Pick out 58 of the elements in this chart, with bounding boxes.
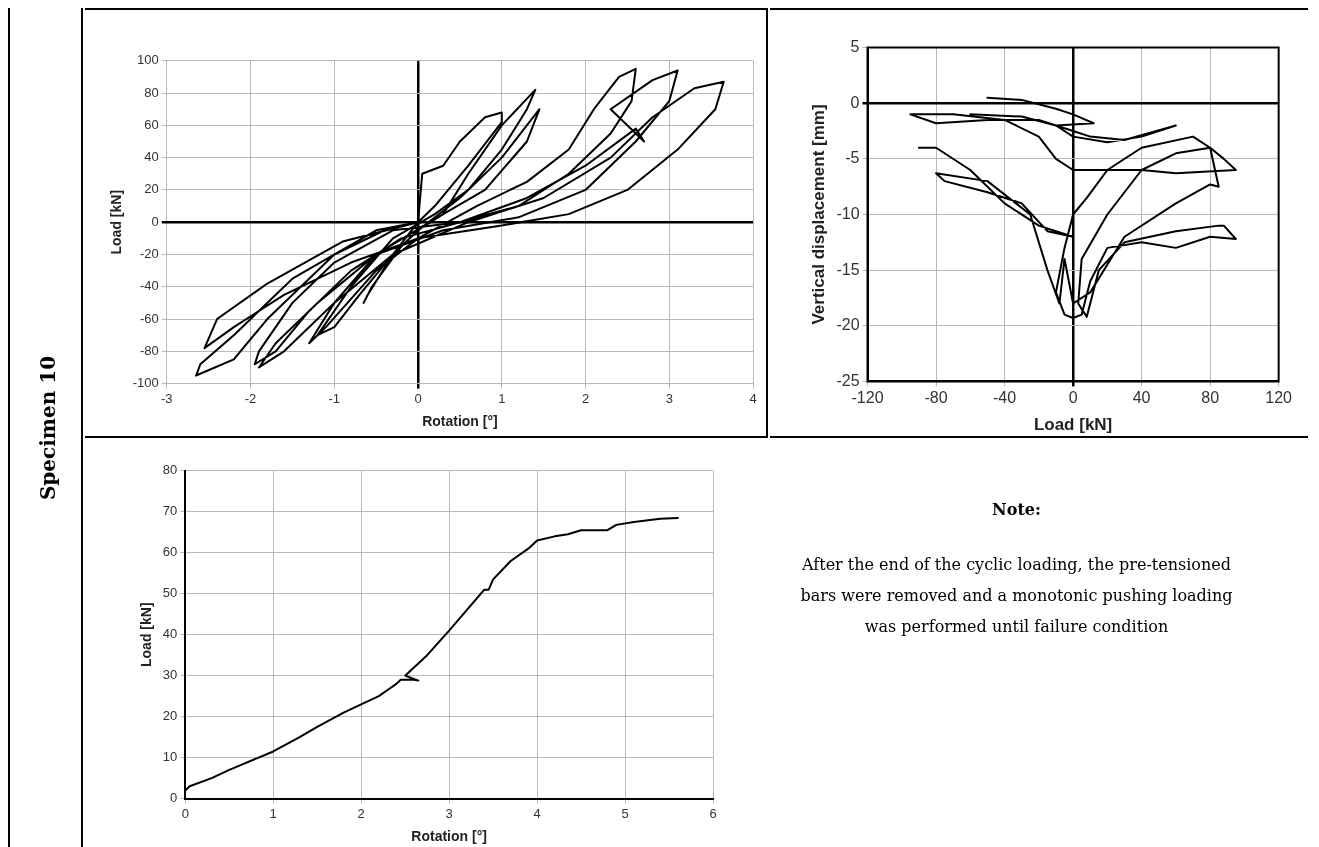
y-tick-label: 20 bbox=[144, 181, 159, 197]
x-tick-label: 2 bbox=[357, 805, 365, 821]
y-tick-label: 80 bbox=[144, 84, 159, 100]
x-tick-label: -40 bbox=[993, 389, 1017, 407]
y-tick-label: 40 bbox=[144, 149, 159, 165]
y-tick-label: 30 bbox=[162, 667, 178, 683]
x-tick-label: 0 bbox=[414, 390, 422, 406]
x-tick-label: 4 bbox=[533, 805, 541, 821]
x-tick-label: 2 bbox=[581, 390, 590, 406]
x-tick-label: -3 bbox=[161, 390, 173, 406]
y-tick-label: 10 bbox=[162, 749, 178, 765]
x-tick-label: 0 bbox=[181, 805, 189, 821]
y-tick-label: -40 bbox=[140, 278, 159, 294]
y-tick-label: -80 bbox=[140, 342, 159, 358]
y-tick-label: 80 bbox=[162, 462, 178, 478]
x-axis-title: Rotation [°] bbox=[422, 413, 498, 430]
x-tick-label: 1 bbox=[269, 805, 277, 821]
x-tick-label: 4 bbox=[749, 390, 757, 406]
y-tick-label: 0 bbox=[151, 213, 159, 229]
x-tick-label: 5 bbox=[621, 805, 629, 821]
x-tick-label: 80 bbox=[1201, 389, 1220, 407]
y-tick-label: -20 bbox=[836, 316, 860, 334]
y-tick-label: -25 bbox=[836, 371, 860, 389]
x-tick-label: -120 bbox=[851, 389, 884, 407]
x-axis-title: Load [kN] bbox=[1033, 415, 1113, 435]
x-tick-label: 3 bbox=[445, 805, 453, 821]
y-tick-label: 20 bbox=[162, 708, 178, 724]
y-tick-label: 70 bbox=[162, 503, 178, 519]
x-tick-label: 6 bbox=[709, 805, 717, 821]
text: After the end of the cyclic loading, the pre-tensioned bars were removed and a monotonic pushing loading was performed until failure condition bbox=[799, 554, 1234, 638]
text: Specimen 10 bbox=[35, 355, 60, 501]
y-tick-label: 50 bbox=[162, 585, 178, 601]
text: Note: bbox=[991, 500, 1042, 519]
x-tick-label: -80 bbox=[924, 389, 948, 407]
x-tick-label: -1 bbox=[328, 390, 341, 406]
y-tick-label: -60 bbox=[140, 310, 159, 326]
x-tick-label: 0 bbox=[1068, 389, 1078, 407]
y-axis-title: Vertical displacement [mm] bbox=[808, 104, 828, 325]
y-tick-label: 0 bbox=[850, 93, 860, 111]
y-tick-label: 100 bbox=[137, 52, 159, 68]
y-tick-label: -100 bbox=[132, 375, 159, 391]
y-tick-label: 5 bbox=[850, 38, 860, 56]
y-axis-title: Load [kN] bbox=[108, 189, 125, 255]
x-tick-label: 1 bbox=[498, 390, 506, 406]
x-axis-title: Rotation [°] bbox=[411, 828, 487, 845]
y-axis-title: Load [kN] bbox=[138, 602, 155, 667]
x-tick-label: 120 bbox=[1265, 389, 1293, 407]
x-tick-label: 40 bbox=[1132, 389, 1151, 407]
y-tick-label: -10 bbox=[836, 204, 860, 222]
y-tick-label: -15 bbox=[836, 260, 860, 278]
y-tick-label: 40 bbox=[162, 626, 178, 642]
y-tick-label: 0 bbox=[170, 790, 178, 806]
y-tick-label: -20 bbox=[140, 246, 159, 262]
x-tick-label: 3 bbox=[665, 390, 673, 406]
y-tick-label: -5 bbox=[845, 149, 860, 167]
y-tick-label: 60 bbox=[162, 544, 178, 560]
y-tick-label: 60 bbox=[144, 116, 159, 132]
x-tick-label: -2 bbox=[244, 390, 257, 406]
